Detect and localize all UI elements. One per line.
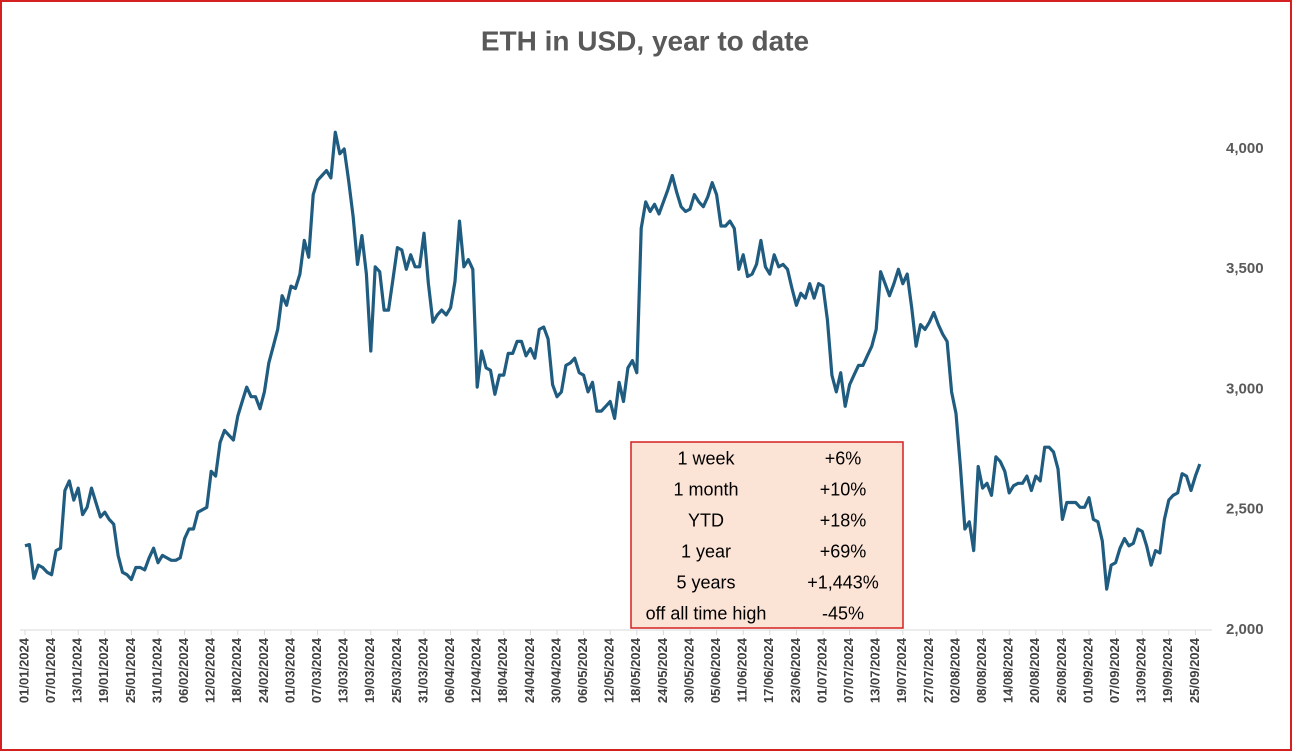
table-label: 5 years — [676, 572, 735, 592]
x-tick-label: 24/02/2024 — [256, 637, 271, 703]
x-tick-label: 13/01/2024 — [70, 637, 85, 703]
y-tick-label: 2,500 — [1226, 501, 1264, 518]
x-tick-label: 01/09/2024 — [1080, 637, 1095, 703]
x-tick-label: 20/08/2024 — [1027, 637, 1042, 703]
table-value: +18% — [820, 510, 867, 530]
table-label: YTD — [688, 510, 724, 530]
y-tick-label: 3,000 — [1226, 380, 1264, 397]
x-tick-label: 12/04/2024 — [469, 637, 484, 703]
x-tick-label: 18/04/2024 — [495, 637, 510, 703]
x-tick-label: 30/05/2024 — [681, 637, 696, 703]
y-tick-label: 3,500 — [1226, 260, 1264, 277]
table-value: +10% — [820, 479, 867, 499]
x-tick-label: 02/08/2024 — [947, 637, 962, 703]
x-tick-label: 07/09/2024 — [1107, 637, 1122, 703]
table-value: +6% — [825, 448, 862, 468]
y-tick-label: 4,000 — [1226, 140, 1264, 157]
x-tick-label: 05/06/2024 — [708, 637, 723, 703]
x-tick-label: 18/05/2024 — [628, 637, 643, 703]
x-tick-label: 19/09/2024 — [1160, 637, 1175, 703]
x-tick-label: 25/01/2024 — [123, 637, 138, 703]
x-tick-label: 06/04/2024 — [442, 637, 457, 703]
x-tick-label: 19/07/2024 — [894, 637, 909, 703]
x-tick-label: 07/07/2024 — [841, 637, 856, 703]
x-tick-label: 13/07/2024 — [868, 637, 883, 703]
table-value: +1,443% — [807, 572, 879, 592]
y-tick-label: 2,000 — [1226, 621, 1264, 638]
x-tick-label: 19/03/2024 — [362, 637, 377, 703]
x-tick-label: 01/01/2024 — [16, 637, 31, 703]
x-tick-label: 30/04/2024 — [548, 637, 563, 703]
x-tick-label: 24/05/2024 — [655, 637, 670, 703]
chart-title: ETH in USD, year to date — [481, 25, 809, 56]
table-label: 1 month — [673, 479, 738, 499]
x-tick-label: 26/08/2024 — [1054, 637, 1069, 703]
table-label: 1 year — [681, 541, 731, 561]
x-tick-label: 06/05/2024 — [575, 637, 590, 703]
x-tick-label: 31/03/2024 — [415, 637, 430, 703]
x-tick-label: 27/07/2024 — [921, 637, 936, 703]
x-tick-label: 06/02/2024 — [176, 637, 191, 703]
x-tick-label: 31/01/2024 — [149, 637, 164, 703]
x-tick-label: 13/03/2024 — [336, 637, 351, 703]
summary-table: 1 week +6% 1 month +10% YTD +18% 1 year +69% 5 y… — [630, 441, 904, 629]
price-line — [24, 130, 1202, 591]
x-tick-label: 01/07/2024 — [814, 637, 829, 703]
x-tick-label: 01/03/2024 — [282, 637, 297, 703]
x-tick-label: 11/06/2024 — [735, 637, 750, 702]
x-tick-label: 12/02/2024 — [203, 637, 218, 703]
x-tick-label: 19/01/2024 — [96, 637, 111, 703]
x-tick-label: 17/06/2024 — [761, 637, 776, 703]
x-tick-label: 24/04/2024 — [522, 637, 537, 703]
table-label: off all time high — [646, 603, 767, 623]
x-tick-label: 25/03/2024 — [389, 637, 404, 703]
x-tick-label: 12/05/2024 — [602, 637, 617, 703]
table-label: 1 week — [677, 448, 735, 468]
table-background — [630, 441, 904, 629]
x-tick-label: 13/09/2024 — [1134, 637, 1149, 703]
x-tick-label: 23/06/2024 — [788, 637, 803, 703]
x-tick-label: 08/08/2024 — [974, 637, 989, 703]
x-tick-label: 18/02/2024 — [229, 637, 244, 703]
x-tick-label: 14/08/2024 — [1001, 637, 1016, 703]
table-value: -45% — [822, 603, 864, 623]
x-tick-label: 25/09/2024 — [1187, 637, 1202, 703]
x-tick-label: 07/01/2024 — [43, 637, 58, 703]
table-value: +69% — [820, 541, 867, 561]
x-tick-label: 07/03/2024 — [309, 637, 324, 703]
